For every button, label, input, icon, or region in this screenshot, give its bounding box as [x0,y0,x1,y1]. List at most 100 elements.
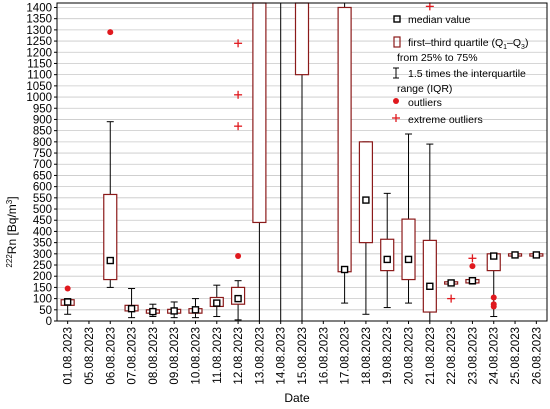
median-marker [532,251,541,259]
y-tick-label: 1100 [27,70,52,82]
boxes [60,2,544,321]
outlier-point [235,253,242,260]
median-marker [426,282,434,290]
x-tick-label: 18.08.2023 [361,327,373,385]
y-axis-label-base: Rn [Bq/m [5,204,19,254]
legend-box-label-line2: from 25% to 75% [397,52,478,64]
quartile-box [380,238,395,272]
x-tick-label: 25.08.2023 [510,327,522,385]
x-tick-label: 24.08.2023 [489,327,501,385]
box-22.08.2023 [444,279,459,303]
x-tick-label: 07.08.2023 [127,327,139,385]
y-tick-label: 350 [33,238,52,250]
legend-box-label-line1: first–third quartile (Q1–Q3) [408,37,528,51]
median-marker [191,306,200,314]
median-marker [63,298,72,306]
quartile-box [103,193,118,281]
median-marker [149,307,157,316]
legend-outlier-label: outliers [408,97,442,109]
y-tick-label: 600 [33,182,52,194]
legend-box-sub3: 3 [521,44,525,51]
legend-extreme-label: extreme outliers [408,114,483,126]
x-tick-label: 26.08.2023 [531,327,543,385]
extreme-outlier-point [234,90,243,99]
box-15.08.2023 [294,2,310,321]
y-tick-label: 1250 [26,36,52,48]
median-marker [383,255,391,264]
y-tick-label: 100 [33,294,52,306]
box-10.08.2023 [188,298,203,319]
outlier-point [64,285,71,292]
legend-box-dash: –Q [507,37,521,49]
legend-median-symbol [393,15,401,23]
quartile-box [337,6,352,273]
legend-box-sub1: 1 [503,44,507,51]
x-tick-label: 22.08.2023 [446,327,458,385]
extreme-outlier-point [425,2,434,11]
x-tick-label: 16.08.2023 [318,327,330,385]
y-tick-label: 1000 [26,92,52,104]
box-08.08.2023 [145,303,160,318]
outlier-point [107,29,114,36]
y-axis-label: 222Rn [Bq/m3] [5,196,19,267]
median-marker [511,251,519,259]
median-marker [213,299,221,307]
x-tick-label: 10.08.2023 [190,327,202,385]
quartile-box [358,141,374,244]
x-tick-label: 08.08.2023 [148,327,160,385]
median-marker [127,304,136,313]
box-11.08.2023 [209,284,224,318]
y-axis-label-unit: 3 [5,199,14,204]
x-tick-label: 21.08.2023 [425,327,437,385]
legend-extreme-symbol [392,114,400,122]
x-tick-label: 19.08.2023 [382,327,394,385]
y-tick-label: 550 [33,193,52,205]
x-tick-label: 11.08.2023 [212,327,224,384]
box-17.08.2023 [337,3,352,304]
median-marker [468,276,477,285]
quartile-box [401,218,416,281]
x-tick-label: 20.08.2023 [404,327,416,385]
y-tick-label: 800 [33,137,52,149]
median-marker [234,294,242,303]
y-tick-label: 500 [33,204,52,216]
box-09.08.2023 [167,301,182,319]
box-18.08.2023 [358,141,374,315]
x-tick-label: 15.08.2023 [297,327,309,385]
extreme-outlier-point [234,122,243,131]
quartile-box [422,239,437,313]
quartile-box [252,2,267,224]
y-tick-label: 1400 [26,2,52,14]
box-23.08.2023 [465,254,480,285]
x-axis-label: Date [284,391,310,405]
outlier-point [469,263,476,270]
legend-box-symbol [393,36,401,48]
x-tick-label: 09.08.2023 [169,327,181,385]
extreme-outlier-point [468,254,477,263]
legend-median-label: median value [408,14,471,26]
y-tick-label: 1350 [26,14,52,26]
x-tick-label: 14.08.2023 [276,327,288,385]
y-axis-label-mass: 222 [5,254,14,268]
y-tick-label: 450 [33,215,52,227]
x-axis-ticks: 01.08.2023 05.08.2023 06.08.2023 07.08.2023… [63,321,543,385]
box-20.08.2023 [401,133,416,304]
y-tick-label: 850 [33,126,52,138]
y-tick-label: 1200 [26,47,52,59]
y-tick-label: 150 [33,282,52,294]
box-07.08.2023 [124,288,139,319]
box-19.08.2023 [380,192,395,309]
legend-whisker-label-line1: 1.5 times the interquartile [408,68,526,80]
y-tick-label: 300 [33,249,52,261]
median-marker [340,265,349,274]
median-marker [362,196,370,204]
box-25.08.2023 [507,251,523,259]
median-marker [170,307,178,315]
x-tick-label: 23.08.2023 [467,327,479,385]
outlier-point [490,294,497,301]
quartile-box [294,2,310,76]
y-tick-label: 250 [33,260,52,272]
x-tick-label: 13.08.2023 [254,327,266,385]
legend-box-close: ) [525,37,529,49]
